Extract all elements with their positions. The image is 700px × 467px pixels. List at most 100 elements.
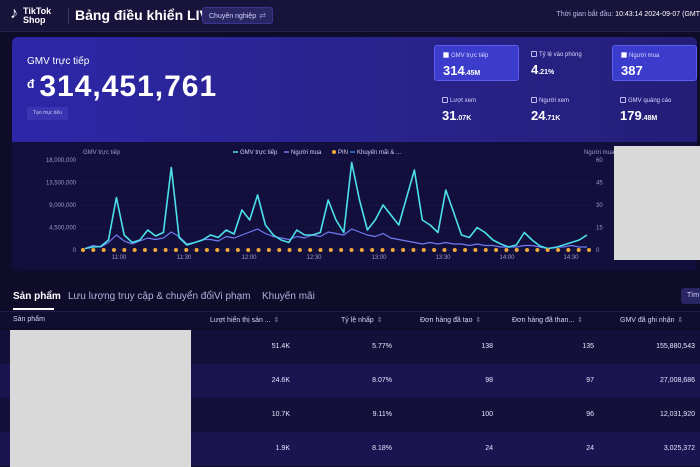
pin-marker — [401, 248, 406, 252]
pin-marker — [525, 248, 530, 252]
search-button[interactable]: Tìm — [681, 288, 700, 304]
tab-promotions[interactable]: Khuyến mãi — [262, 291, 315, 302]
pin-marker — [91, 248, 96, 252]
kpi-card-viewers[interactable]: Người xem 24.71K — [523, 91, 608, 127]
x-tick-label: 12:30 — [306, 255, 322, 261]
y-tick-label-left: 13,500,000 — [46, 181, 77, 187]
kpi-value: 4.21% — [531, 62, 554, 77]
cell-gmv: 155,880,543 — [656, 343, 695, 350]
kpi-card-ad-gmv[interactable]: GMV quảng cáo 179.48M — [612, 91, 697, 127]
pin-marker — [204, 248, 209, 252]
col-header-orders-created[interactable]: Đơn hàng đã tạo ⇕ — [420, 316, 481, 324]
redacted-product-column — [10, 330, 191, 467]
col-header-text: Đơn hàng đã tạo — [420, 317, 473, 324]
col-header-impressions[interactable]: Lượt hiển thị sản ... ⇕ — [210, 316, 280, 324]
pin-marker — [132, 248, 137, 252]
pin-marker — [483, 248, 488, 252]
pin-marker — [215, 248, 220, 252]
col-header-orders-paid[interactable]: Đơn hàng đã than... ⇕ — [512, 316, 583, 324]
sort-icon: ⇕ — [577, 317, 584, 324]
pin-marker — [318, 248, 323, 252]
y-tick-label-right: 60 — [596, 158, 603, 164]
kpi-card-views[interactable]: Lượt xem 31.07K — [434, 91, 519, 127]
kpi-value-main: 4 — [531, 62, 539, 77]
kpi-label-text: Lượt xem — [450, 98, 476, 104]
trend-chart[interactable]: 18,000,000 60 13,500,000 45 9,000,000 30 4,500… — [12, 142, 697, 271]
tab-products[interactable]: Sản phẩm — [13, 291, 61, 302]
pin-marker — [442, 248, 447, 252]
top-bar: ♪ TikTok Shop Bảng điều khiển LIVE Chuyê… — [0, 0, 700, 32]
kpi-label-text: Người xem — [539, 98, 569, 104]
active-tab-indicator — [13, 308, 54, 310]
y-tick-label-left: 9,000,000 — [49, 203, 76, 209]
kpi-value: 31.07K — [442, 108, 471, 123]
pin-marker — [81, 248, 85, 252]
pin-marker — [473, 248, 478, 252]
cell-gmv: 12,031,920 — [659, 411, 695, 418]
legend-item: PIN — [338, 150, 348, 156]
pin-marker — [328, 248, 333, 252]
mode-switch-button[interactable]: Chuyên nghiệp ⇄ — [202, 7, 273, 24]
pin-marker — [101, 248, 106, 252]
gmv-value: đ 314,451,761 — [27, 70, 217, 104]
legend-item: Người mua — [291, 150, 322, 156]
pin-marker — [432, 248, 437, 252]
tiktok-note-icon: ♪ — [10, 5, 18, 22]
y-tick-label-left: 0 — [73, 248, 77, 254]
col-header-gmv-recorded[interactable]: GMV đã ghi nhận ⇕ — [620, 316, 683, 324]
pin-marker — [266, 248, 271, 252]
kpi-card-entry-rate[interactable]: Tỷ lệ vào phòng 4.21% — [523, 45, 608, 81]
kpi-card-buyers[interactable]: Người mua 387 — [612, 45, 697, 81]
logo-divider — [68, 8, 69, 24]
col-header-text: Đơn hàng đã than... — [512, 317, 575, 324]
checkbox-icon — [531, 51, 537, 57]
col-header-text: Lượt hiển thị sản ... — [210, 317, 271, 324]
start-time-label: Thời gian bắt đầu: — [556, 11, 614, 18]
kpi-value: 387 — [621, 63, 643, 78]
pin-marker — [390, 248, 395, 252]
cell-orders-created: 24 — [485, 445, 493, 452]
pin-marker — [122, 248, 127, 252]
pin-marker — [111, 248, 116, 252]
tab-violations[interactable]: Vi phạm — [214, 291, 251, 302]
x-tick-label: 11:30 — [177, 255, 192, 261]
kpi-card-gmv[interactable]: GMV trực tiếp 314.45M — [434, 45, 519, 81]
pin-marker — [566, 248, 571, 252]
tab-traffic-conversion[interactable]: Lưu lượng truy cập & chuyển đổi — [68, 291, 215, 302]
cell-gmv: 3,025,372 — [663, 445, 695, 452]
pin-marker — [235, 248, 240, 252]
pin-marker — [194, 248, 199, 252]
kpi-value-unit: .71K — [545, 115, 561, 122]
y-axis-label-right: Người mua — [584, 150, 615, 156]
col-header-product[interactable]: Sản phẩm — [13, 316, 45, 323]
checkbox-icon — [443, 52, 449, 58]
create-goal-button[interactable]: Tạo mục tiêu — [27, 107, 68, 120]
cell-orders-paid: 96 — [586, 411, 594, 418]
kpi-value: 24.71K — [531, 108, 560, 123]
pin-marker — [339, 248, 344, 252]
kpi-label: GMV quảng cáo — [620, 97, 671, 104]
sort-icon: ⇕ — [677, 317, 684, 324]
tiktok-shop-logo[interactable]: ♪ TikTok Shop — [10, 5, 66, 27]
kpi-grid: GMV trực tiếp 314.45M Tỷ lệ vào phòng 4.… — [434, 45, 697, 133]
pin-marker — [153, 248, 158, 252]
cell-orders-paid: 135 — [582, 343, 594, 350]
page-title: Bảng điều khiển LIVE — [75, 7, 219, 23]
kpi-label: Lượt xem — [442, 97, 476, 104]
pin-marker — [452, 248, 457, 252]
col-header-ctr[interactable]: Tỷ lệ nhấp ⇕ — [341, 316, 383, 324]
sort-icon: ⇕ — [475, 317, 482, 324]
pin-marker — [535, 248, 540, 252]
x-tick-label: 14:30 — [563, 255, 579, 261]
pin-marker — [163, 248, 168, 252]
start-time-value: 10:43:14 2024-09-07 (GMT — [615, 11, 700, 18]
kpi-value-unit: .45M — [464, 70, 481, 77]
kpi-label: Người mua — [621, 52, 659, 59]
kpi-label-text: Tỷ lệ vào phòng — [539, 52, 582, 58]
checkbox-icon — [442, 97, 448, 103]
pin-marker — [545, 248, 550, 252]
gmv-amount: 314,451,761 — [39, 70, 218, 103]
kpi-value-unit: .07K — [456, 115, 472, 122]
col-header-text: Tỷ lệ nhấp — [341, 317, 374, 324]
pin-marker — [359, 248, 364, 252]
